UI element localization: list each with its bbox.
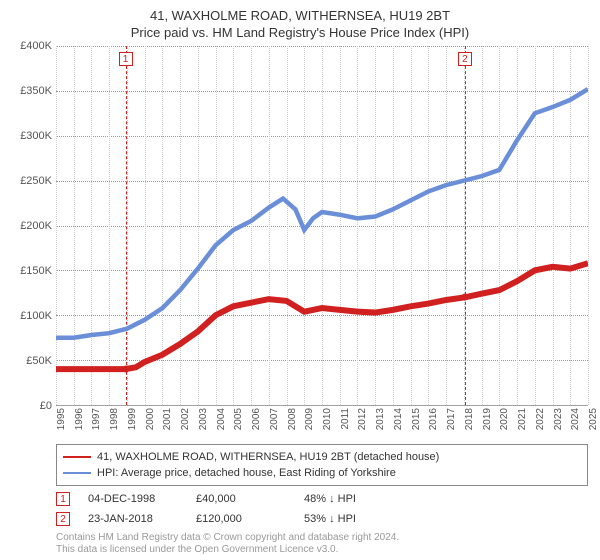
y-tick-label: £300K <box>20 130 52 142</box>
y-tick-label: £400K <box>20 40 52 52</box>
sale-detail-date: 04-DEC-1998 <box>88 493 178 505</box>
chart-area: £0£50K£100K£150K£200K£250K£300K£350K£400… <box>12 46 588 406</box>
y-tick-label: £0 <box>40 400 52 412</box>
x-tick-label: 2005 <box>233 408 244 430</box>
x-tick-label: 1996 <box>74 408 85 430</box>
legend-label: 41, WAXHOLME ROAD, WITHERNSEA, HU19 2BT … <box>97 449 439 465</box>
x-tick-label: 2009 <box>304 408 315 430</box>
series-line-price_paid <box>56 263 588 369</box>
x-tick-label: 1998 <box>109 408 120 430</box>
x-tick-label: 2025 <box>588 408 599 430</box>
x-tick-label: 2024 <box>570 408 581 430</box>
y-tick-label: £200K <box>20 220 52 232</box>
series-line-hpi <box>56 89 588 338</box>
legend-swatch <box>63 472 91 474</box>
legend-row: HPI: Average price, detached house, East… <box>63 465 581 481</box>
legend-label: HPI: Average price, detached house, East… <box>97 465 396 481</box>
x-tick-label: 2011 <box>340 408 351 430</box>
x-tick-label: 2004 <box>216 408 227 430</box>
y-tick-label: £250K <box>20 175 52 187</box>
sale-detail-row: 1 04-DEC-1998 £40,000 48% ↓ HPI <box>56 492 588 506</box>
legend-row: 41, WAXHOLME ROAD, WITHERNSEA, HU19 2BT … <box>63 449 581 465</box>
x-tick-label: 2022 <box>535 408 546 430</box>
footer-line1: Contains HM Land Registry data © Crown c… <box>56 532 588 544</box>
x-tick-label: 2020 <box>499 408 510 430</box>
x-tick-label: 2003 <box>198 408 209 430</box>
x-tick-label: 2017 <box>446 408 457 430</box>
sale-detail-price: £120,000 <box>196 513 286 525</box>
x-tick-label: 2002 <box>180 408 191 430</box>
footer-line2: This data is licensed under the Open Gov… <box>56 544 588 556</box>
y-tick-label: £50K <box>26 355 52 367</box>
x-tick-label: 2007 <box>269 408 280 430</box>
gridline-vertical <box>588 46 589 405</box>
x-tick-label: 2021 <box>517 408 528 430</box>
x-tick-label: 1995 <box>56 408 67 430</box>
legend: 41, WAXHOLME ROAD, WITHERNSEA, HU19 2BT … <box>56 444 588 486</box>
x-tick-label: 1999 <box>127 408 138 430</box>
x-tick-label: 2001 <box>162 408 173 430</box>
legend-swatch <box>63 456 91 458</box>
sale-detail-pct: 53% ↓ HPI <box>304 513 394 525</box>
x-tick-label: 2012 <box>357 408 368 430</box>
sale-detail-badge: 1 <box>56 492 70 506</box>
x-tick-label: 2010 <box>322 408 333 430</box>
x-tick-label: 2006 <box>251 408 262 430</box>
sale-detail-badge: 2 <box>56 512 70 526</box>
plot-area: 12 <box>56 46 588 406</box>
y-tick-label: £150K <box>20 265 52 277</box>
x-tick-label: 2015 <box>411 408 422 430</box>
x-tick-label: 2023 <box>553 408 564 430</box>
x-axis: 1995 1996 1997 1998 1999 2000 2001 2002 2003 2004… <box>12 406 588 440</box>
x-tick-label: 1997 <box>91 408 102 430</box>
title-subtitle: Price paid vs. HM Land Registry's House … <box>12 25 588 40</box>
sale-detail-price: £40,000 <box>196 493 286 505</box>
y-tick-label: £100K <box>20 310 52 322</box>
sale-detail-row: 2 23-JAN-2018 £120,000 53% ↓ HPI <box>56 512 588 526</box>
sale-detail-date: 23-JAN-2018 <box>88 513 178 525</box>
x-tick-label: 2018 <box>464 408 475 430</box>
x-tick-label: 2014 <box>393 408 404 430</box>
x-tick-label: 2000 <box>145 408 156 430</box>
x-tick-label: 2019 <box>482 408 493 430</box>
footer-attribution: Contains HM Land Registry data © Crown c… <box>56 532 588 556</box>
title-address: 41, WAXHOLME ROAD, WITHERNSEA, HU19 2BT <box>12 8 588 23</box>
y-tick-label: £350K <box>20 85 52 97</box>
x-tick-label: 2013 <box>375 408 386 430</box>
x-tick-label: 2008 <box>287 408 298 430</box>
sale-detail-pct: 48% ↓ HPI <box>304 493 394 505</box>
y-axis: £0£50K£100K£150K£200K£250K£300K£350K£400… <box>12 46 56 406</box>
x-tick-label: 2016 <box>428 408 439 430</box>
